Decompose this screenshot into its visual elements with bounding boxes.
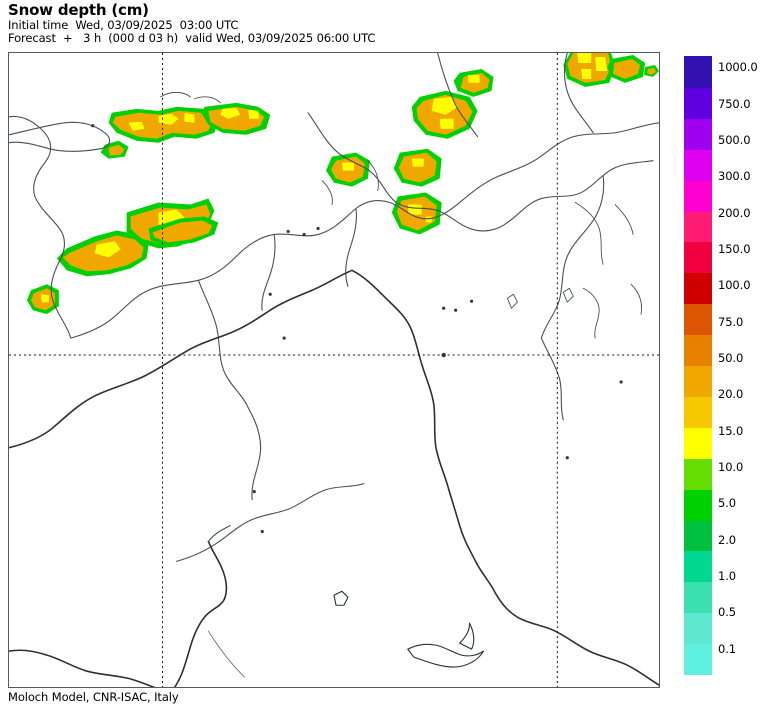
- snow-patch-western-alps-northwest: [100, 106, 219, 159]
- snow-depth-field: [26, 53, 659, 315]
- forecast-valid-time-text: Forecast + 3 h (000 d 03 h) valid Wed, 0…: [8, 31, 376, 45]
- colorbar-band-0: [684, 643, 712, 675]
- colorbar-tick-500.0: 500.0: [718, 132, 751, 147]
- colorbar-band-17: [684, 118, 712, 150]
- snow-patch-northeast-dolomites: [411, 68, 494, 139]
- snow-patch-eastern-alps-upper: [393, 148, 442, 187]
- chart-header: Snow depth (cm) Initial time Wed, 03/09/…: [8, 2, 668, 45]
- colorbar-tick-50.0: 50.0: [718, 351, 744, 365]
- colorbar-band-3: [684, 550, 712, 583]
- colorbar-band-11: [684, 303, 712, 336]
- map-canvas: [9, 53, 659, 687]
- colorbar-band-2: [684, 581, 712, 614]
- colorbar-band-13: [684, 241, 712, 274]
- map-station-markers: [91, 124, 623, 534]
- colorbar-tick-0.1: 0.1: [718, 641, 736, 656]
- colorbar-tick-1000.0: 1000.0: [718, 60, 758, 75]
- colorbar-band-15: [684, 180, 712, 212]
- colorbar-band-9: [684, 365, 712, 397]
- colorbar-tick-1.0: 1.0: [718, 569, 736, 584]
- colorbar-tick-75.0: 75.0: [718, 314, 744, 329]
- colorbar-tick-15.0: 15.0: [718, 423, 744, 438]
- model-credit: Moloch Model, CNR-ISAC, Italy: [8, 690, 179, 704]
- colorbar-band-18: [684, 87, 712, 119]
- snow-patch-maritime-alps: [26, 284, 59, 315]
- colorbar-tick-200.0: 200.0: [718, 205, 751, 220]
- page-title: Snow depth (cm): [8, 1, 149, 19]
- colorbar-band-12: [684, 272, 712, 305]
- colorbar-tick-labels: 0.1 0.5 1.0 2.0 5.0 10.0 15.0 20.0 50.0 75.0 100.0…: [718, 57, 760, 675]
- colorbar-tick-100.0: 100.0: [718, 278, 751, 293]
- colorbar-band-10: [684, 334, 712, 366]
- colorbar-band-7: [684, 427, 712, 459]
- colorbar-band-8: [684, 396, 712, 428]
- map-plot-area[interactable]: [8, 52, 660, 688]
- colorbar-band-5: [684, 489, 712, 521]
- colorbar-tick-5.0: 5.0: [718, 496, 736, 511]
- map-gridlines: [9, 53, 659, 687]
- colorbar-band-4: [684, 519, 712, 552]
- colorbar-tick-0.5: 0.5: [718, 605, 736, 620]
- colorbar[interactable]: [684, 56, 712, 675]
- colorbar-tick-2.0: 2.0: [718, 532, 736, 547]
- snow-patch-western-alps-valley: [56, 198, 219, 277]
- colorbar-tick-20.0: 20.0: [718, 387, 744, 402]
- colorbar-tick-750.0: 750.0: [718, 96, 751, 111]
- colorbar-band-6: [684, 458, 712, 490]
- snow-patch-eastern-alps-lower: [391, 192, 442, 235]
- colorbar-band-16: [684, 149, 712, 181]
- snow-patch-northwest-extension: [202, 102, 271, 135]
- snow-patch-central-alps: [326, 152, 370, 187]
- colorbar-band-19: [684, 56, 712, 88]
- initial-time-text: Initial time Wed, 03/09/2025 03:00 UTC: [8, 18, 239, 32]
- colorbar-band-14: [684, 210, 712, 243]
- colorbar-tick-150.0: 150.0: [718, 241, 751, 256]
- colorbar-tick-10.0: 10.0: [718, 460, 744, 475]
- colorbar-band-1: [684, 612, 712, 645]
- snow-patch-north-border-clipped: [563, 53, 659, 87]
- map-borders: [9, 53, 659, 687]
- colorbar-tick-300.0: 300.0: [718, 169, 751, 184]
